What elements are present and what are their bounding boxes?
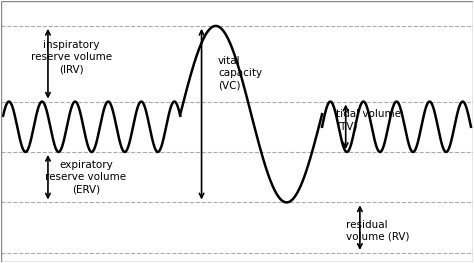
- Text: tidal volume
(TV): tidal volume (TV): [336, 109, 401, 132]
- Text: expiratory
reserve volume
(ERV): expiratory reserve volume (ERV): [45, 160, 127, 195]
- Text: inspiratory
reserve volume
(IRV): inspiratory reserve volume (IRV): [31, 40, 112, 75]
- Text: residual
volume (RV): residual volume (RV): [346, 220, 409, 242]
- Text: vital
capacity
(VC): vital capacity (VC): [218, 56, 262, 90]
